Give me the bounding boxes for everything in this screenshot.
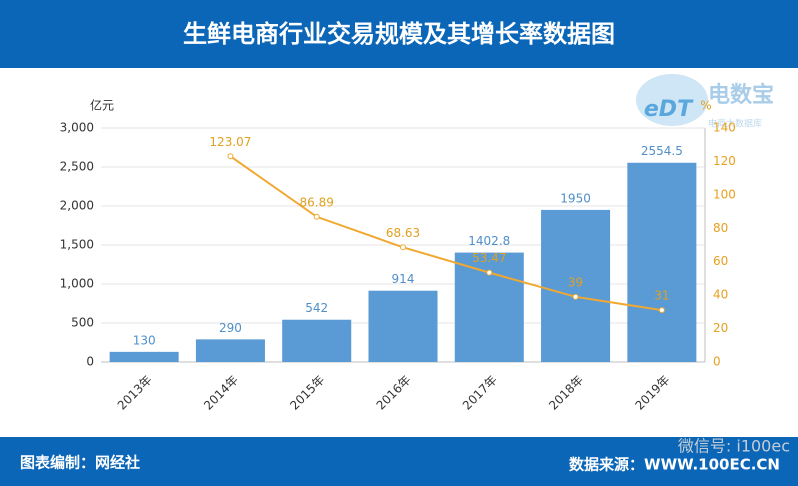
line-point xyxy=(313,213,320,220)
header-band xyxy=(0,0,798,68)
logo: eDT 电数宝 电商大数据库 xyxy=(636,74,774,130)
bar xyxy=(368,290,438,362)
bar xyxy=(195,339,265,362)
y-tick-label: 0 xyxy=(86,355,94,369)
y-axis-unit: 亿元 xyxy=(90,98,114,113)
bar xyxy=(627,162,697,362)
wechat-watermark: 微信号: i100ec xyxy=(678,437,790,456)
line-point xyxy=(227,153,234,160)
y-tick-label: 2,000 xyxy=(60,199,94,213)
line-value-label: 68.63 xyxy=(386,226,420,240)
bar-value-label: 2554.5 xyxy=(641,144,683,158)
bar xyxy=(541,209,611,362)
line-point xyxy=(658,307,665,314)
footer-source-right: 数据来源：WWW.100EC.CN xyxy=(569,456,780,474)
bar-value-label: 130 xyxy=(133,333,156,347)
bar xyxy=(282,319,352,362)
bar-value-label: 1402.8 xyxy=(468,234,510,248)
y2-tick-label: 20 xyxy=(713,321,728,335)
y-tick-label: 1,000 xyxy=(60,277,94,291)
bar-value-label: 914 xyxy=(392,272,415,286)
logo-subtext: 电商大数据库 xyxy=(708,118,762,130)
line-point xyxy=(572,293,579,300)
line-value-label: 31 xyxy=(654,289,669,303)
bar-value-label: 1950 xyxy=(560,191,591,205)
line-value-label: 39 xyxy=(568,275,583,289)
y2-tick-label: 140 xyxy=(713,121,736,135)
y-tick-label: 2,500 xyxy=(60,160,94,174)
bar-value-label: 542 xyxy=(305,301,328,315)
bar xyxy=(109,351,179,362)
line-value-label: 123.07 xyxy=(209,135,251,149)
y-tick-label: 1,500 xyxy=(60,238,94,252)
y2-tick-label: 120 xyxy=(713,154,736,168)
bar xyxy=(454,252,524,362)
bar-value-label: 290 xyxy=(219,321,242,335)
footer-source-left: 图表编制：网经社 xyxy=(20,454,140,472)
y2-tick-label: 80 xyxy=(713,221,728,235)
line-point xyxy=(486,269,493,276)
line-value-label: 86.89 xyxy=(300,195,334,209)
y2-tick-label: 100 xyxy=(713,187,736,201)
line xyxy=(229,155,663,312)
logo-text: 电数宝 xyxy=(708,82,774,108)
chart-title: 生鲜电商行业交易规模及其增长率数据图 xyxy=(183,20,615,48)
y2-tick-label: 60 xyxy=(713,254,728,268)
y-tick-label: 500 xyxy=(71,316,94,330)
y2-tick-label: 0 xyxy=(713,355,721,369)
logo-mark: eDT xyxy=(644,97,694,122)
line-point xyxy=(400,244,406,251)
y2-axis-unit: % xyxy=(700,99,711,113)
logo-cloud xyxy=(636,74,708,126)
y-tick-label: 3,000 xyxy=(60,121,94,135)
line-value-label: 53.47 xyxy=(472,251,506,265)
footer-band xyxy=(0,437,798,486)
y2-tick-label: 40 xyxy=(713,288,728,302)
